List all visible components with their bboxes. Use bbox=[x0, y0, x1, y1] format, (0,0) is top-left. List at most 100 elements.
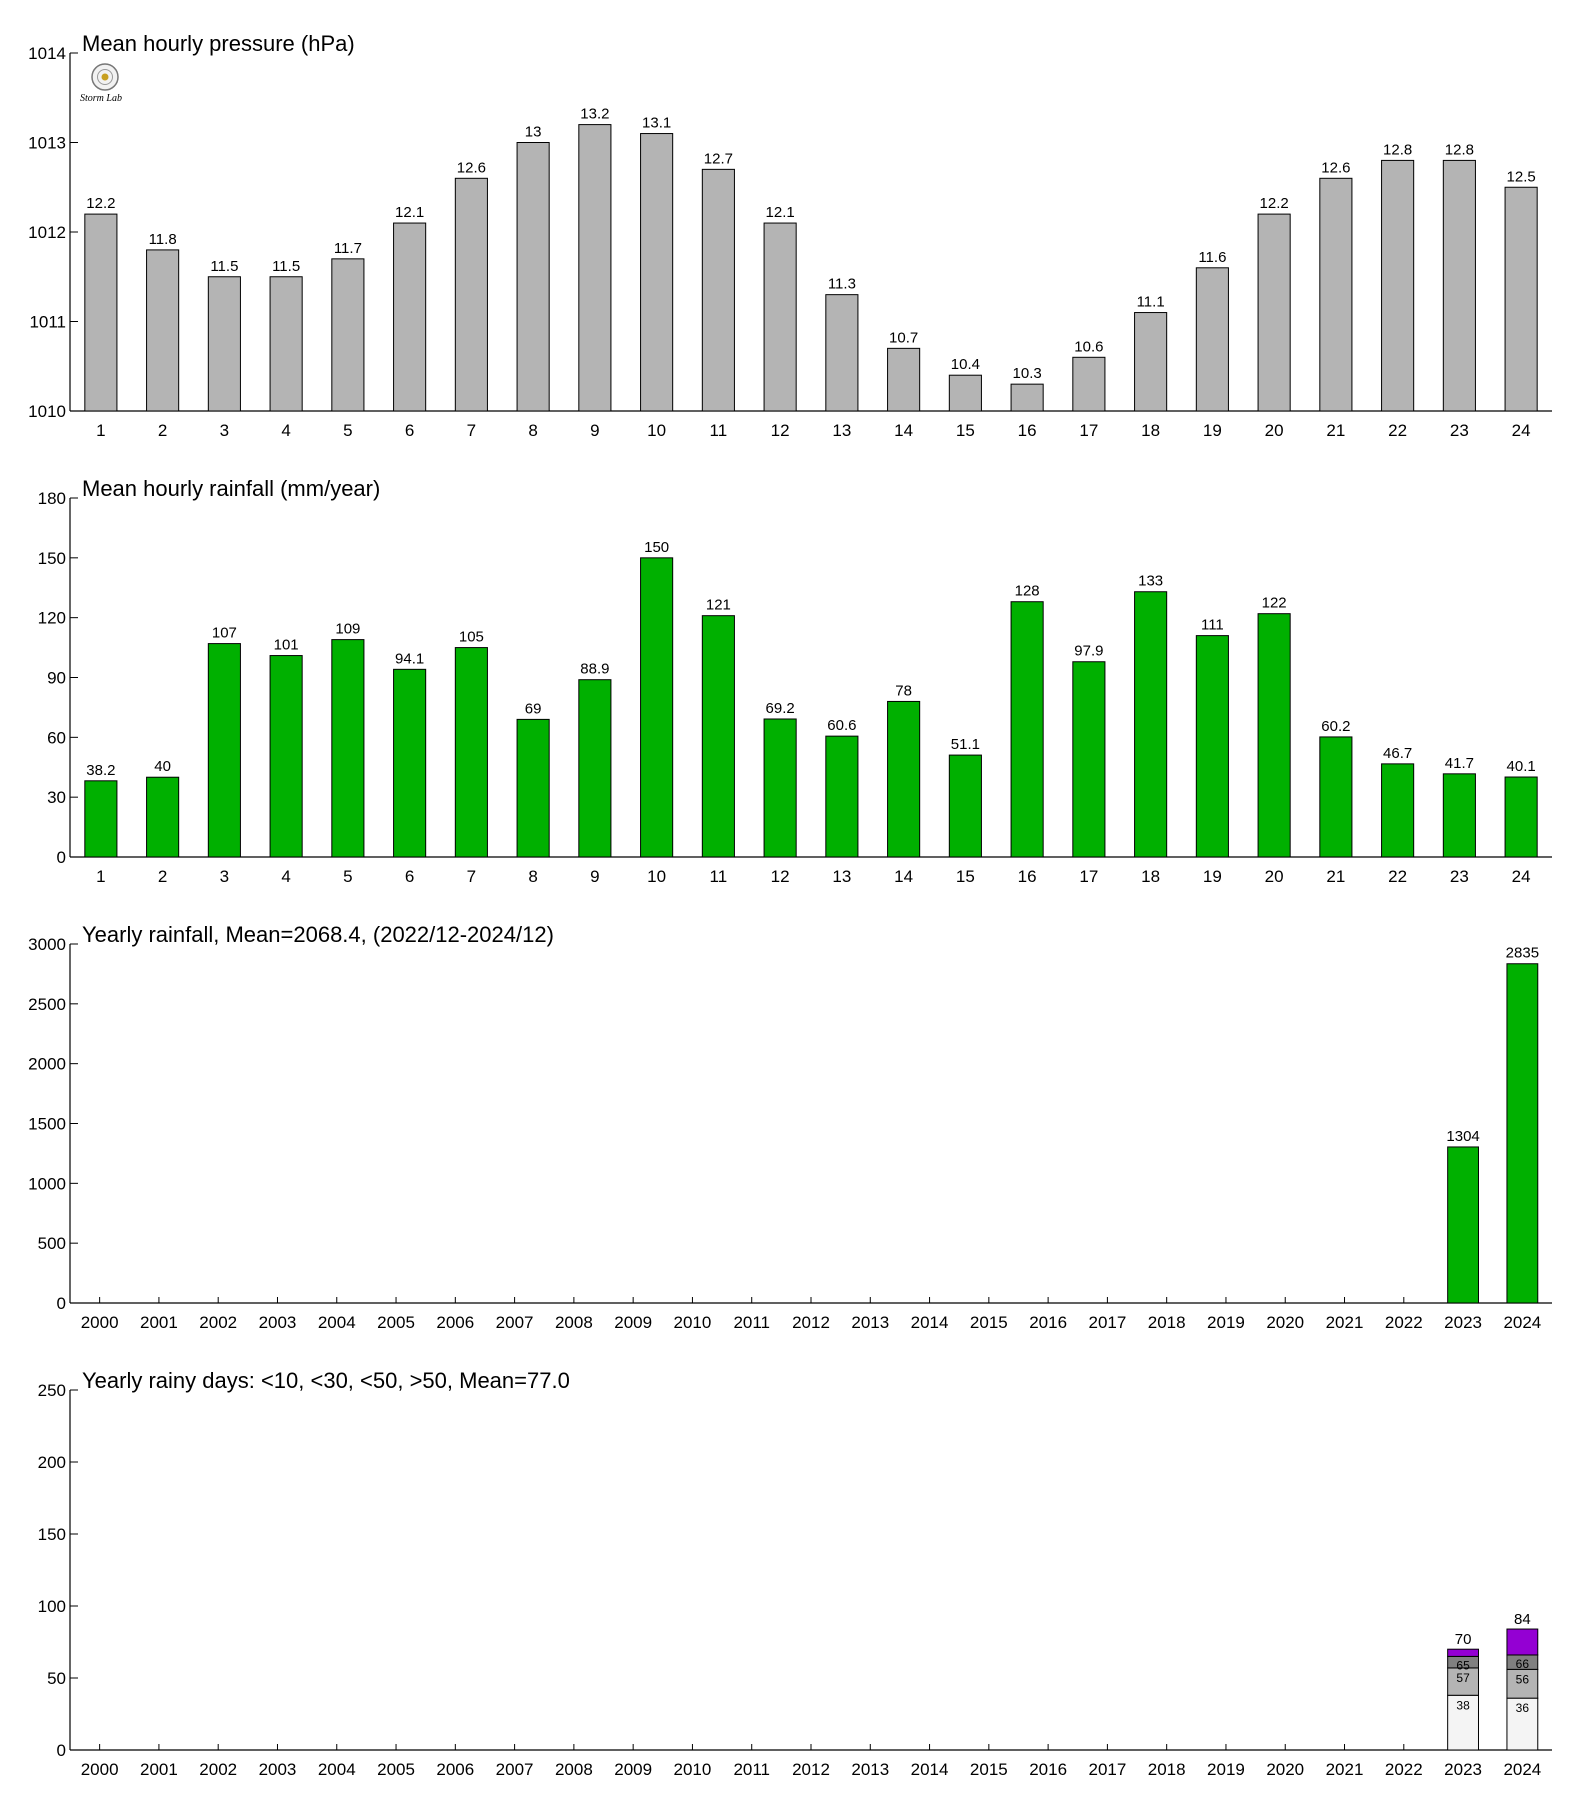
bar-value-label: 41.7 bbox=[1445, 755, 1474, 772]
bar-value-label: 1304 bbox=[1446, 1128, 1479, 1145]
x-tick-label: 1 bbox=[96, 421, 105, 440]
bar-value-label: 13 bbox=[525, 124, 542, 141]
x-tick-label: 2022 bbox=[1385, 1313, 1423, 1332]
x-tick-label: 11 bbox=[710, 867, 728, 886]
x-tick-label: 20 bbox=[1265, 421, 1284, 440]
bar-value-label: 78 bbox=[895, 682, 912, 699]
x-tick-label: 20 bbox=[1265, 867, 1284, 886]
logo-text: Storm Lab bbox=[80, 93, 122, 104]
bar-value-label: 12.1 bbox=[766, 204, 795, 221]
x-tick-label: 23 bbox=[1450, 421, 1469, 440]
x-tick-label: 8 bbox=[528, 867, 537, 886]
bar bbox=[516, 718, 550, 858]
bar-value-label: 40 bbox=[154, 758, 171, 775]
bar bbox=[84, 780, 118, 858]
total-label: 84 bbox=[1514, 1611, 1531, 1628]
bar-value-label: 12.5 bbox=[1507, 168, 1536, 185]
hourly-rainfall-chart: Mean hourly rainfall (mm/year)0306090120… bbox=[38, 476, 1552, 886]
x-tick-label: 2003 bbox=[259, 1760, 297, 1779]
bar-value-label: 2835 bbox=[1506, 945, 1539, 962]
bar-value-label: 121 bbox=[706, 597, 731, 614]
x-tick-label: 19 bbox=[1203, 421, 1222, 440]
bar-value-label: 122 bbox=[1262, 595, 1287, 612]
x-tick-label: 23 bbox=[1450, 867, 1469, 886]
x-tick-label: 22 bbox=[1388, 421, 1407, 440]
x-tick-label: 2006 bbox=[436, 1313, 474, 1332]
bar bbox=[1195, 635, 1229, 858]
x-tick-label: 2014 bbox=[911, 1313, 949, 1332]
x-tick-label: 2018 bbox=[1148, 1313, 1186, 1332]
x-tick-label: 4 bbox=[281, 421, 290, 440]
bar bbox=[516, 142, 550, 412]
x-tick-label: 21 bbox=[1326, 867, 1345, 886]
y-tick-label: 0 bbox=[57, 848, 66, 867]
x-tick-label: 2005 bbox=[377, 1313, 415, 1332]
bar bbox=[887, 700, 921, 858]
bar-value-label: 40.1 bbox=[1507, 758, 1536, 775]
x-tick-label: 6 bbox=[405, 867, 414, 886]
y-tick-label: 1500 bbox=[28, 1115, 66, 1134]
bar bbox=[948, 754, 982, 858]
bar bbox=[207, 276, 241, 412]
y-tick-label: 1011 bbox=[29, 313, 66, 332]
y-tick-label: 60 bbox=[47, 728, 66, 747]
x-tick-label: 2007 bbox=[496, 1760, 534, 1779]
bar bbox=[763, 222, 797, 412]
y-tick-label: 200 bbox=[38, 1453, 66, 1472]
bar bbox=[1319, 177, 1353, 412]
bar-value-label: 12.8 bbox=[1445, 141, 1474, 158]
chart-title: Mean hourly pressure (hPa) bbox=[82, 31, 355, 56]
y-tick-label: 30 bbox=[47, 788, 66, 807]
bar-value-label: 107 bbox=[212, 625, 237, 642]
x-tick-label: 2012 bbox=[792, 1760, 830, 1779]
x-tick-label: 2016 bbox=[1029, 1313, 1067, 1332]
bar bbox=[701, 168, 735, 412]
x-tick-label: 5 bbox=[343, 421, 352, 440]
bar bbox=[578, 124, 612, 412]
bar bbox=[825, 294, 859, 412]
bar bbox=[1072, 661, 1106, 858]
x-tick-label: 2013 bbox=[851, 1760, 889, 1779]
x-tick-label: 2004 bbox=[318, 1760, 356, 1779]
y-tick-label: 150 bbox=[38, 1525, 66, 1544]
x-tick-label: 2005 bbox=[377, 1760, 415, 1779]
y-tick-label: 1010 bbox=[28, 402, 66, 421]
bar-value-label: 11.5 bbox=[272, 258, 300, 275]
bar bbox=[1504, 776, 1538, 858]
stack-segment-lt30 bbox=[1506, 1668, 1539, 1699]
x-tick-label: 2018 bbox=[1148, 1760, 1186, 1779]
x-tick-label: 2001 bbox=[140, 1313, 178, 1332]
x-tick-label: 15 bbox=[956, 867, 975, 886]
segment-label-lt50: 66 bbox=[1516, 1657, 1530, 1671]
logo: Storm Lab bbox=[80, 63, 122, 104]
bar bbox=[1010, 383, 1044, 412]
x-tick-label: 2007 bbox=[496, 1313, 534, 1332]
bar-value-label: 11.8 bbox=[149, 231, 177, 248]
x-tick-label: 13 bbox=[832, 867, 851, 886]
y-tick-label: 500 bbox=[38, 1234, 66, 1253]
bar-value-label: 111 bbox=[1201, 617, 1224, 634]
x-tick-label: 10 bbox=[647, 867, 666, 886]
x-tick-label: 2006 bbox=[436, 1760, 474, 1779]
yearly-rainy-days-chart: Yearly rainy days: <10, <30, <50, >50, M… bbox=[38, 1368, 1552, 1779]
y-tick-label: 120 bbox=[38, 609, 66, 628]
bar-value-label: 11.7 bbox=[334, 240, 362, 257]
x-tick-label: 14 bbox=[894, 867, 913, 886]
bar bbox=[269, 276, 303, 412]
bar-value-label: 46.7 bbox=[1383, 745, 1412, 762]
bar-value-label: 12.8 bbox=[1383, 141, 1412, 158]
x-tick-label: 14 bbox=[894, 421, 913, 440]
x-tick-label: 7 bbox=[467, 867, 476, 886]
x-tick-label: 2020 bbox=[1266, 1760, 1304, 1779]
bar-value-label: 38.2 bbox=[86, 762, 115, 779]
bar-value-label: 128 bbox=[1015, 583, 1040, 600]
bar bbox=[393, 222, 427, 412]
y-tick-label: 100 bbox=[38, 1597, 66, 1616]
x-tick-label: 24 bbox=[1512, 867, 1531, 886]
bar-value-label: 11.6 bbox=[1198, 249, 1226, 266]
y-tick-label: 2000 bbox=[28, 1055, 66, 1074]
bar-value-label: 88.9 bbox=[580, 661, 609, 678]
bar bbox=[146, 249, 180, 412]
y-tick-label: 0 bbox=[57, 1741, 66, 1760]
x-tick-label: 2024 bbox=[1503, 1760, 1541, 1779]
